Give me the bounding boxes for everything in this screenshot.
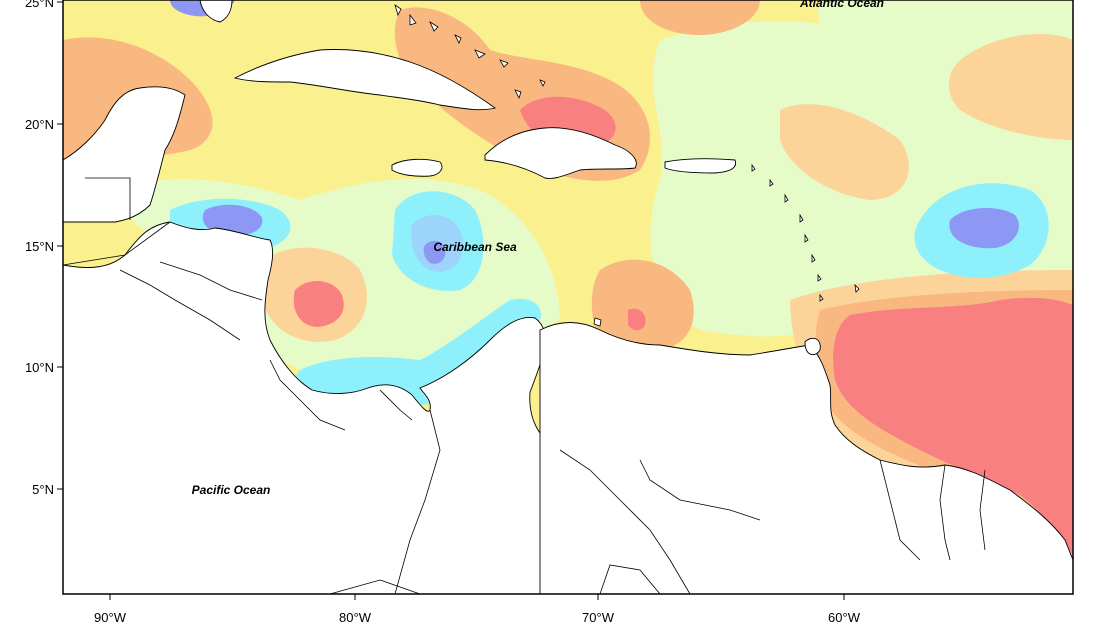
field-orange-mid: [780, 104, 909, 200]
small-islands: [394, 4, 860, 327]
lon-label-60: 60°W: [828, 610, 861, 625]
field-red-venezuela: [628, 308, 646, 331]
tick-marks: [57, 1, 845, 600]
land-jamaica: [391, 158, 443, 177]
field-orange-top: [640, 0, 760, 35]
label-caribbean-sea: Caribbean Sea: [433, 240, 517, 254]
land-masses: [63, 0, 1073, 594]
lon-label-90: 90°W: [94, 610, 127, 625]
lon-label-70: 70°W: [582, 610, 615, 625]
land-south-america: [539, 322, 1073, 594]
field-blue-atlantic: [949, 208, 1019, 249]
field-red-honduras: [293, 280, 344, 327]
label-atlantic-ocean: Atlantic Ocean: [799, 0, 884, 10]
field-orange-ne: [948, 34, 1073, 140]
lat-label-5: 5°N: [32, 482, 54, 497]
land-cuba: [233, 49, 497, 111]
lat-label-10: 10°N: [25, 360, 54, 375]
land-puerto-rico: [664, 158, 737, 174]
land-yucatan: [63, 86, 186, 223]
land-trinidad: [804, 337, 821, 356]
field-red-se: [833, 297, 1073, 555]
land-hispaniola: [484, 127, 637, 179]
land-florida: [199, 0, 233, 23]
lat-label-25: 25°N: [25, 0, 54, 10]
lon-label-80: 80°W: [339, 610, 372, 625]
field-blue-caribbean: [423, 240, 446, 264]
lat-label-20: 20°N: [25, 117, 54, 132]
lat-label-15: 15°N: [25, 239, 54, 254]
map-frame: [62, 0, 1074, 595]
label-pacific-ocean: Pacific Ocean: [192, 483, 271, 497]
field-orange-venezuela: [591, 259, 694, 350]
political-borders: [62, 177, 986, 595]
field-cyan-panama: [295, 298, 541, 408]
